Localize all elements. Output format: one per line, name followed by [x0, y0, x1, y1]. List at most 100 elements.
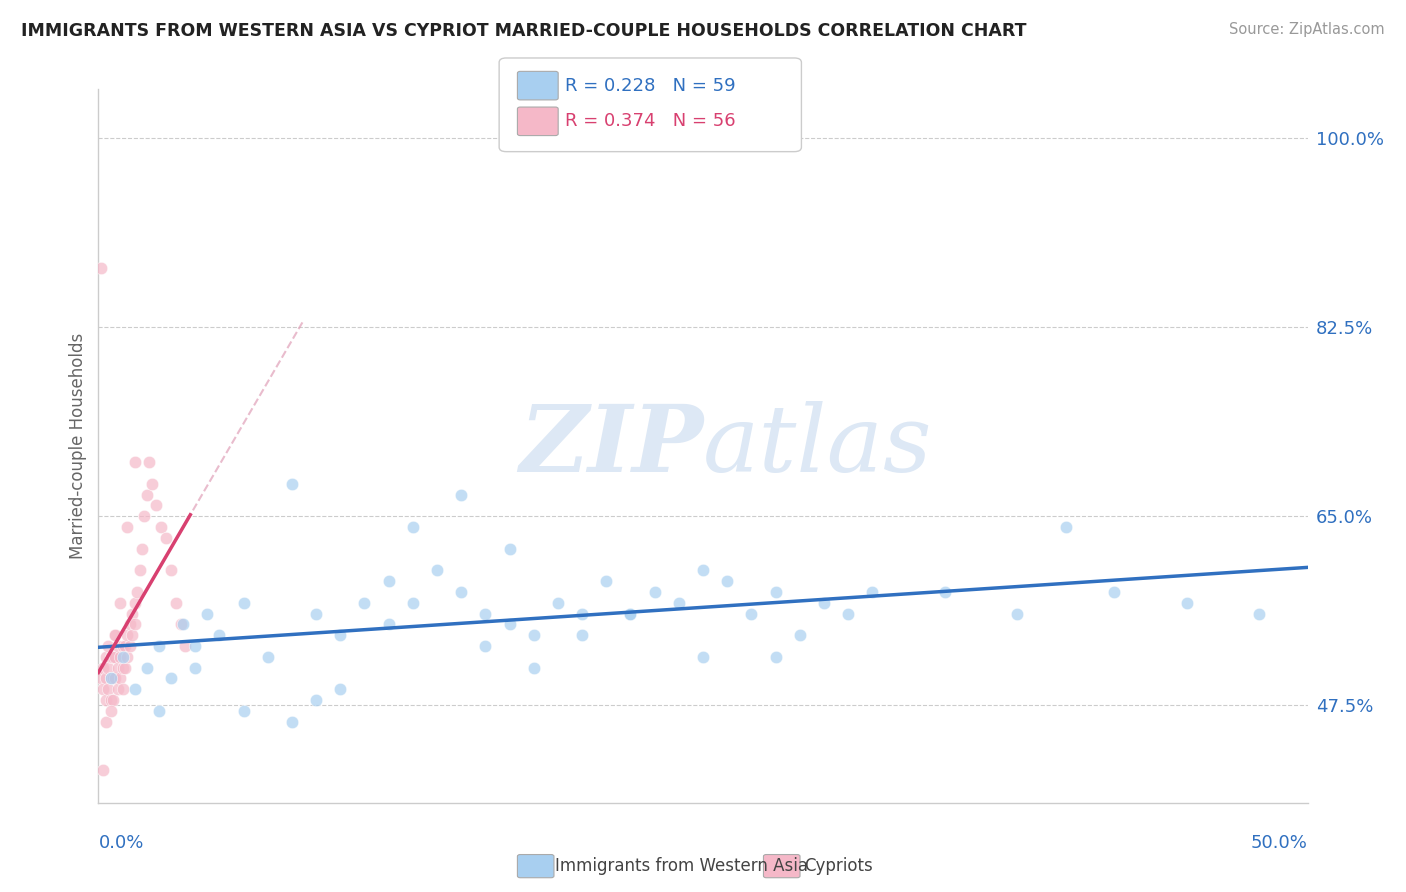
Point: [90, 260, 112, 275]
Point: [668, 596, 690, 610]
Point: [402, 596, 425, 610]
Point: [148, 639, 170, 653]
Point: [571, 607, 593, 621]
Point: [155, 531, 177, 545]
Y-axis label: Married-couple Households: Married-couple Households: [69, 333, 87, 559]
Point: [281, 714, 304, 729]
Point: [107, 682, 129, 697]
Point: [138, 455, 160, 469]
Point: [141, 476, 163, 491]
Point: [716, 574, 738, 589]
Point: [108, 596, 131, 610]
Point: [124, 617, 146, 632]
Point: [150, 520, 173, 534]
Point: [450, 585, 472, 599]
Point: [1007, 607, 1029, 621]
Point: [160, 563, 183, 577]
Point: [1175, 596, 1198, 610]
Text: Immigrants from Western Asia: Immigrants from Western Asia: [555, 857, 808, 875]
Point: [169, 617, 191, 632]
Point: [91, 764, 114, 778]
Text: atlas: atlas: [703, 401, 932, 491]
Point: [111, 639, 134, 653]
Point: [523, 628, 546, 642]
Point: [329, 682, 352, 697]
Point: [118, 639, 141, 653]
Text: IMMIGRANTS FROM WESTERN ASIA VS CYPRIOT MARRIED-COUPLE HOUSEHOLDS CORRELATION CH: IMMIGRANTS FROM WESTERN ASIA VS CYPRIOT …: [21, 22, 1026, 40]
Point: [305, 607, 328, 621]
Point: [1054, 520, 1077, 534]
Point: [100, 704, 122, 718]
Point: [94, 649, 117, 664]
Point: [619, 607, 641, 621]
Text: R = 0.228   N = 59: R = 0.228 N = 59: [565, 77, 735, 95]
Point: [114, 660, 136, 674]
Point: [135, 488, 157, 502]
Point: [426, 563, 449, 577]
Point: [97, 682, 120, 697]
Point: [111, 649, 134, 664]
Point: [108, 649, 131, 664]
Point: [107, 639, 129, 653]
Point: [124, 455, 146, 469]
Point: [353, 596, 375, 610]
Point: [498, 541, 520, 556]
Point: [402, 520, 425, 534]
Point: [101, 693, 124, 707]
Point: [571, 628, 593, 642]
Point: [94, 714, 117, 729]
Point: [232, 596, 254, 610]
Point: [148, 704, 170, 718]
Point: [165, 596, 187, 610]
Point: [111, 682, 134, 697]
Point: [195, 607, 218, 621]
Point: [104, 649, 127, 664]
Point: [934, 585, 956, 599]
Point: [101, 672, 124, 686]
Text: Cypriots: Cypriots: [804, 857, 873, 875]
Point: [117, 520, 139, 534]
Point: [644, 585, 666, 599]
Point: [160, 672, 183, 686]
Point: [329, 628, 352, 642]
Point: [174, 639, 197, 653]
Point: [145, 499, 167, 513]
Point: [97, 660, 120, 674]
Point: [547, 596, 569, 610]
Point: [121, 628, 143, 642]
Point: [114, 639, 136, 653]
Point: [117, 628, 139, 642]
Point: [740, 607, 762, 621]
Text: 0.0%: 0.0%: [98, 834, 143, 852]
Point: [124, 682, 146, 697]
Point: [94, 672, 117, 686]
Point: [117, 649, 139, 664]
Point: [595, 574, 617, 589]
Point: [692, 649, 714, 664]
Point: [94, 693, 117, 707]
Point: [90, 672, 112, 686]
Point: [108, 672, 131, 686]
Point: [128, 563, 150, 577]
Point: [104, 672, 127, 686]
Point: [107, 660, 129, 674]
Point: [111, 660, 134, 674]
Point: [281, 476, 304, 491]
Point: [100, 672, 122, 686]
Point: [172, 617, 194, 632]
Point: [450, 488, 472, 502]
Point: [377, 574, 399, 589]
Point: [765, 649, 787, 664]
Point: [91, 682, 114, 697]
Point: [124, 596, 146, 610]
Point: [1102, 585, 1125, 599]
Point: [692, 563, 714, 577]
Point: [474, 639, 496, 653]
Point: [100, 693, 122, 707]
Point: [498, 617, 520, 632]
Point: [184, 639, 207, 653]
Point: [305, 693, 328, 707]
Point: [208, 628, 231, 642]
Text: Source: ZipAtlas.com: Source: ZipAtlas.com: [1229, 22, 1385, 37]
Point: [91, 660, 114, 674]
